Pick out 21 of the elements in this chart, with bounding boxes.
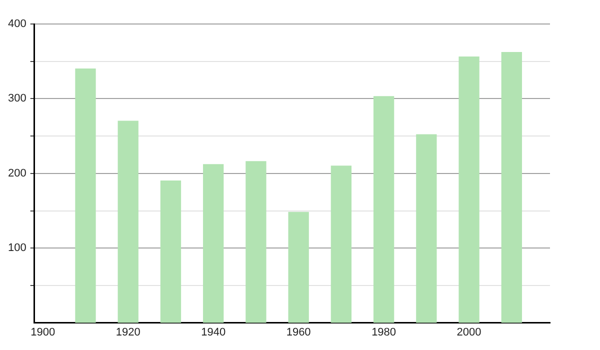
bar: [501, 52, 522, 323]
bar: [118, 120, 138, 323]
x-tick-label: 1900: [30, 326, 56, 338]
bar: [160, 180, 182, 323]
x-tick-label: 1940: [201, 326, 226, 338]
x-tick-label: 1980: [372, 326, 396, 338]
bar: [75, 68, 96, 323]
bar: [458, 56, 480, 323]
bar: [330, 166, 352, 323]
y-tick-label: 300: [8, 92, 26, 105]
x-tick-label: 1960: [286, 326, 311, 338]
bar: [203, 164, 224, 323]
bar: [373, 96, 394, 323]
bar: [416, 134, 437, 323]
x-tick-label: 2000: [456, 326, 482, 338]
y-tick-label: 400: [8, 18, 26, 30]
bar: [288, 212, 309, 323]
y-tick-label: 100: [8, 242, 26, 254]
bar: [246, 161, 266, 323]
x-tick-label: 1920: [116, 326, 140, 338]
y-tick-label: 200: [8, 167, 26, 180]
